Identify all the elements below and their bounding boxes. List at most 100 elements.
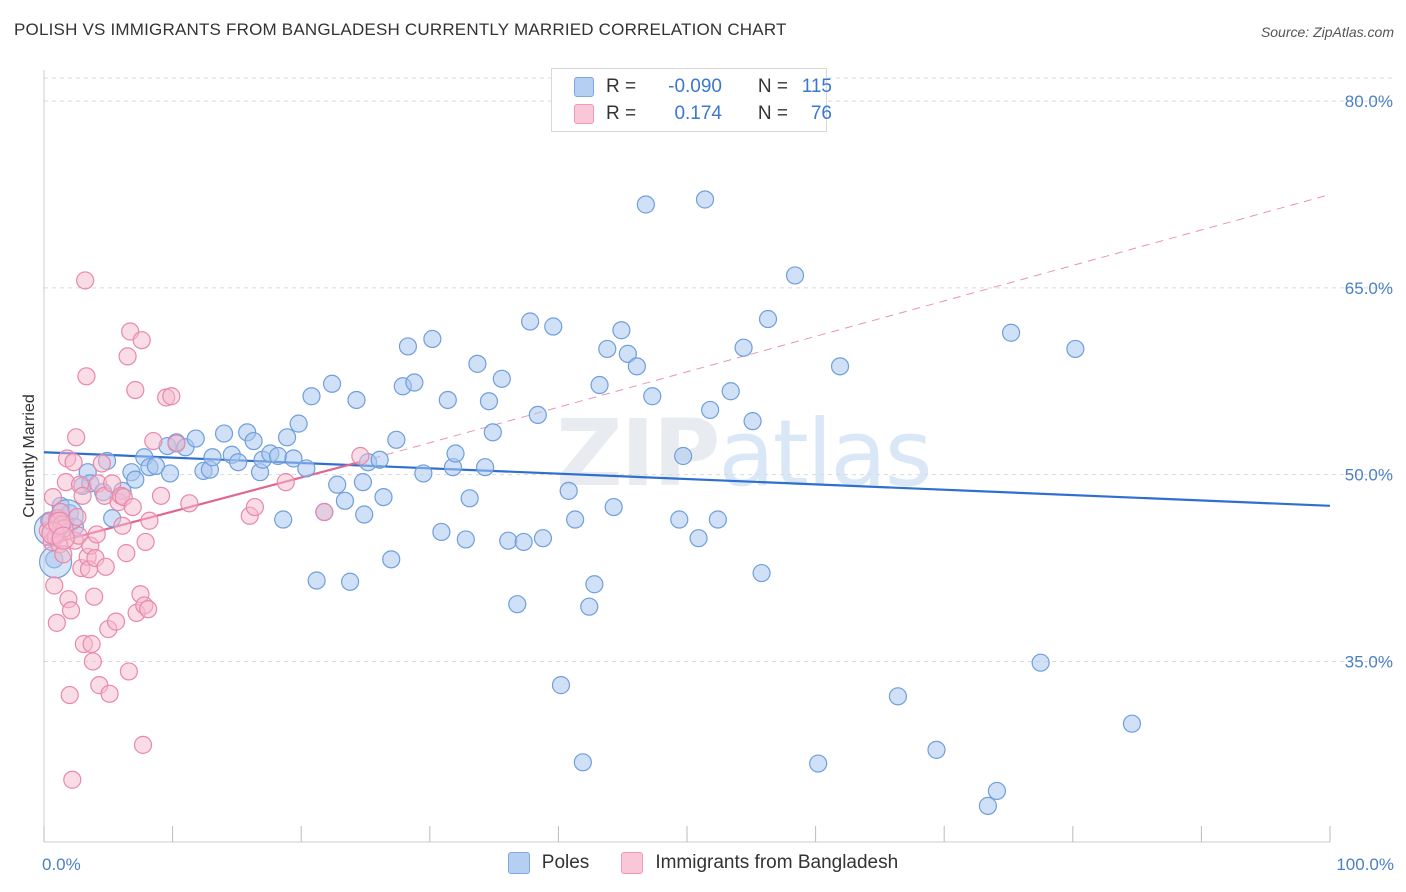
poles-point: [268, 446, 288, 466]
bangladesh-point: [51, 526, 75, 550]
bangladesh-point: [63, 770, 82, 789]
poles-point: [785, 266, 805, 285]
poles-point: [758, 309, 778, 329]
legend-r-label: R =: [606, 103, 637, 124]
poles-point: [468, 354, 487, 373]
poles-point: [670, 510, 689, 529]
y-tick-label: 80.0%: [1345, 92, 1393, 111]
legend-row-bangladesh: R = 0.174 N = 76: [574, 101, 832, 127]
bangladesh-point: [139, 600, 158, 619]
poles-point: [492, 369, 511, 388]
bangladesh-point: [83, 652, 102, 671]
bangladesh-point: [103, 474, 122, 493]
poles-point: [499, 531, 518, 550]
y-tick-label: 50.0%: [1345, 466, 1393, 485]
axis-layer: [43, 70, 1331, 843]
bangladesh-point: [73, 486, 92, 505]
bangladesh-point: [180, 494, 199, 513]
y-tick-label: 35.0%: [1345, 652, 1393, 671]
poles-point: [1066, 339, 1085, 359]
legend-label-bangladesh: Immigrants from Bangladesh: [655, 852, 899, 873]
bangladesh-point: [68, 507, 87, 527]
bangladesh-point: [100, 684, 119, 703]
poles-point: [297, 459, 316, 478]
poles-point: [734, 338, 753, 357]
legend-r-value: -0.090: [668, 76, 722, 97]
bangladesh-point: [119, 662, 138, 681]
poles-point: [214, 424, 234, 443]
poles-point: [927, 740, 946, 759]
poles-point: [809, 754, 828, 773]
bangladesh-point: [136, 532, 155, 552]
poles-point: [521, 312, 540, 331]
poles-point: [203, 448, 222, 467]
x-tick-label: 0.0%: [42, 855, 81, 874]
bangladesh-point: [60, 685, 79, 705]
poles-point: [987, 781, 1007, 801]
bangladesh-point: [64, 453, 83, 472]
poles-point: [689, 529, 708, 548]
bangladesh-point: [76, 271, 95, 290]
poles-point: [528, 405, 547, 425]
legend-n-label: N =: [757, 103, 788, 124]
poles-point: [284, 449, 303, 468]
legend-item-poles[interactable]: Poles: [507, 852, 590, 874]
poles-point: [186, 429, 205, 448]
legend-n-value: 76: [810, 103, 832, 124]
poles-point: [580, 597, 599, 616]
poles-point: [636, 195, 655, 214]
poles-point: [126, 470, 145, 489]
poles-point: [701, 400, 720, 420]
poles-point: [438, 390, 457, 410]
poles-swatch: [574, 77, 594, 97]
poles-point: [551, 676, 571, 695]
poles-point: [340, 572, 360, 591]
poles-point: [460, 489, 479, 508]
poles-point: [514, 532, 533, 552]
poles-point: [244, 431, 263, 451]
correlation-legend: R = -0.090 N = 115 R = 0.174 N = 76: [551, 68, 832, 132]
poles-swatch: [507, 852, 530, 874]
poles-point: [456, 530, 475, 549]
bangladesh-point: [162, 387, 181, 406]
poles-point: [483, 423, 502, 442]
poles-point: [307, 571, 326, 590]
poles-point: [322, 374, 342, 393]
poles-point: [374, 487, 393, 507]
bangladesh-point: [132, 331, 151, 350]
poles-point: [544, 317, 563, 336]
bangladesh-point: [113, 516, 132, 535]
bangladesh-swatch: [574, 104, 594, 124]
legend-r-value: 0.174: [674, 103, 722, 124]
poles-point: [559, 481, 578, 500]
poles-point: [508, 595, 527, 614]
poles-point: [370, 450, 389, 469]
poles-point: [627, 357, 646, 376]
poles-point: [585, 575, 604, 594]
poles-point: [355, 505, 374, 524]
poles-point: [1001, 323, 1021, 342]
poles-point: [335, 491, 355, 510]
bangladesh-point: [117, 544, 136, 563]
points-layer: [33, 104, 1142, 815]
poles-point: [533, 529, 553, 548]
bangladesh-point: [315, 502, 334, 522]
poles-point: [708, 510, 727, 529]
trend-layer: [43, 194, 1331, 547]
poles-point: [1031, 653, 1050, 672]
bangladesh-point: [67, 428, 86, 447]
y-axis-title: Currently Married: [21, 394, 38, 518]
chart-title: POLISH VS IMMIGRANTS FROM BANGLADESH CUR…: [14, 20, 787, 39]
bangladesh-point: [245, 497, 265, 517]
source-label: Source: ZipAtlas.com: [1260, 24, 1394, 40]
series-legend: Poles Immigrants from Bangladesh: [0, 852, 1406, 874]
poles-point: [566, 510, 585, 529]
bangladesh-point: [351, 446, 370, 466]
legend-label-poles: Poles: [541, 852, 590, 873]
bangladesh-point: [133, 735, 153, 754]
bangladesh-point: [77, 367, 96, 386]
bangladesh-point: [85, 587, 104, 606]
x-tick-label: 100.0%: [1336, 855, 1394, 874]
legend-item-bangladesh[interactable]: Immigrants from Bangladesh: [621, 852, 898, 874]
